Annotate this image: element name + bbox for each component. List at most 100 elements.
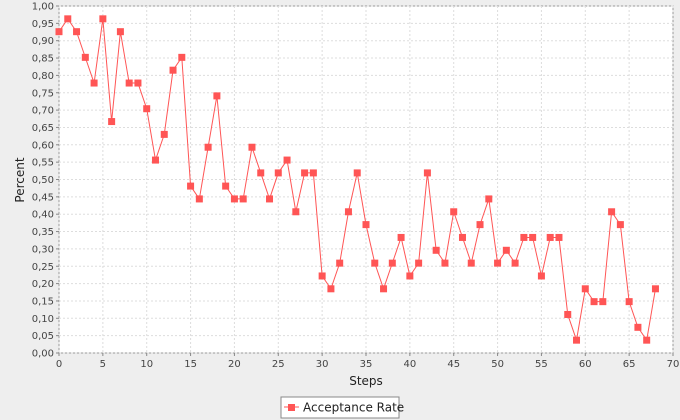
data-point [502, 246, 510, 254]
y-tick-label: 0,40 [32, 210, 54, 221]
data-point [555, 233, 563, 241]
data-point [388, 259, 396, 267]
data-point [485, 195, 493, 203]
gridlines [58, 5, 674, 354]
data-point [406, 272, 414, 280]
y-tick-label: 0,80 [32, 71, 54, 82]
data-point [318, 272, 326, 280]
data-point [301, 169, 309, 177]
x-axis-title: Steps [349, 374, 383, 388]
data-point [257, 169, 265, 177]
data-point [99, 15, 107, 23]
data-point [353, 169, 361, 177]
data-point [230, 195, 238, 203]
data-point [81, 53, 89, 61]
data-point [362, 221, 370, 229]
y-tick-label: 0,95 [32, 19, 54, 30]
data-point [423, 169, 431, 177]
y-tick-label: 0,55 [32, 158, 54, 169]
data-point [467, 259, 475, 267]
data-point [380, 285, 388, 293]
data-point [520, 233, 528, 241]
data-point [143, 105, 151, 113]
x-tick-label: 10 [140, 359, 153, 370]
y-tick-label: 0,65 [32, 123, 54, 134]
data-point [283, 156, 291, 164]
series-layer [55, 15, 659, 344]
data-point [64, 15, 72, 23]
data-point [397, 233, 405, 241]
data-point [625, 298, 633, 306]
data-point [266, 195, 274, 203]
y-tick-label: 0,45 [32, 192, 54, 203]
data-point [476, 221, 484, 229]
data-point [643, 336, 651, 344]
data-point [458, 233, 466, 241]
data-point [336, 259, 344, 267]
y-tick-label: 0,70 [32, 106, 54, 117]
x-tick-label: 35 [360, 359, 373, 370]
data-point [187, 182, 195, 190]
data-point [415, 259, 423, 267]
data-point [55, 28, 63, 36]
data-point [134, 79, 142, 87]
y-tick-label: 0,20 [32, 279, 54, 290]
data-point [327, 285, 335, 293]
data-point [204, 143, 212, 151]
x-tick-label: 20 [228, 359, 241, 370]
x-tick-label: 60 [579, 359, 592, 370]
x-tick-label: 5 [100, 359, 106, 370]
data-point [537, 272, 545, 280]
y-tick-label: 1,00 [32, 2, 54, 13]
data-point [581, 285, 589, 293]
x-tick-label: 45 [447, 359, 460, 370]
data-point [441, 259, 449, 267]
y-tick-label: 0,10 [32, 314, 54, 325]
data-point [160, 130, 168, 138]
data-point [573, 336, 581, 344]
data-point [432, 246, 440, 254]
axes: 0,00 0,05 0,10 0,15 0,20 0,25 0,30 0,35 0,40 0,45… [32, 2, 680, 371]
y-tick-label: 0,60 [32, 140, 54, 151]
legend-marker-sample [288, 404, 295, 411]
y-axis-title: Percent [13, 157, 27, 202]
x-tick-label: 65 [623, 359, 636, 370]
data-point [222, 182, 230, 190]
data-point [494, 259, 502, 267]
y-tick-label: 0,90 [32, 36, 54, 47]
data-point [73, 28, 81, 36]
data-point [108, 118, 116, 126]
data-point [511, 259, 519, 267]
x-tick-label: 30 [316, 359, 329, 370]
data-point [529, 233, 537, 241]
data-point [450, 208, 458, 216]
data-point [195, 195, 203, 203]
data-point [274, 169, 282, 177]
y-tick-label: 0,00 [32, 349, 54, 360]
legend-label: Acceptance Rate [303, 401, 404, 415]
data-point [178, 53, 186, 61]
x-tick-label: 0 [56, 359, 62, 370]
data-point [344, 208, 352, 216]
data-point [169, 66, 177, 74]
data-point [590, 298, 598, 306]
x-tick-label: 15 [184, 359, 197, 370]
data-point [248, 143, 256, 151]
y-tick-label: 0,05 [32, 331, 54, 342]
y-tick-label: 0,15 [32, 296, 54, 307]
legend-box [280, 396, 400, 419]
data-point [292, 208, 300, 216]
y-tick-label: 0,30 [32, 244, 54, 255]
y-tick-label: 0,85 [32, 54, 54, 65]
y-tick-label: 0,35 [32, 227, 54, 238]
data-point [151, 156, 159, 164]
data-point [116, 28, 124, 36]
x-tick-label: 50 [491, 359, 504, 370]
data-point [90, 79, 98, 87]
data-point [125, 79, 133, 87]
x-tick-label: 55 [535, 359, 548, 370]
data-point [599, 298, 607, 306]
data-point [213, 92, 221, 100]
data-point [651, 285, 659, 293]
